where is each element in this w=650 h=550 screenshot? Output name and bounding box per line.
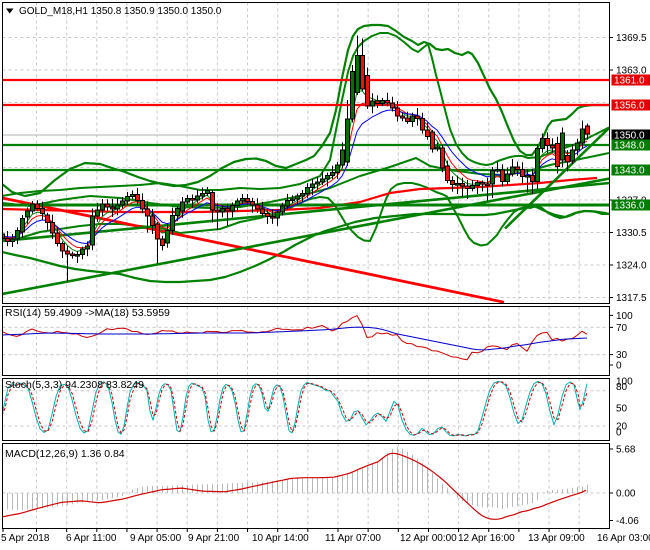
- svg-text:100: 100: [616, 311, 633, 322]
- svg-text:MACD(12,26,9) 1.36 0.84: MACD(12,26,9) 1.36 0.84: [5, 448, 125, 460]
- svg-text:1330.5: 1330.5: [616, 228, 647, 239]
- svg-text:Stoch(5,3,3) 94.2308 83.8249: Stoch(5,3,3) 94.2308 83.8249: [5, 379, 144, 391]
- svg-text:1356.0: 1356.0: [614, 101, 645, 112]
- svg-text:9 Apr 21:00: 9 Apr 21:00: [188, 533, 240, 544]
- svg-text:10 Apr 14:00: 10 Apr 14:00: [252, 533, 309, 544]
- svg-text:12 Apr 16:00: 12 Apr 16:00: [458, 533, 515, 544]
- svg-text:20: 20: [616, 422, 628, 433]
- svg-text:80: 80: [616, 382, 628, 393]
- svg-text:0: 0: [616, 361, 622, 372]
- svg-text:1324.0: 1324.0: [616, 261, 647, 272]
- svg-text:1317.5: 1317.5: [616, 293, 647, 304]
- svg-text:11 Apr 07:00: 11 Apr 07:00: [325, 533, 381, 544]
- svg-text:1350.0: 1350.0: [614, 131, 645, 142]
- svg-text:50: 50: [616, 404, 628, 415]
- svg-text:9 Apr 05:00: 9 Apr 05:00: [130, 533, 182, 544]
- svg-text:1361.0: 1361.0: [614, 76, 645, 87]
- svg-text:1363.0: 1363.0: [616, 66, 647, 77]
- svg-text:RSI(14) 59.4909 ->MA(18) 53.5: RSI(14) 59.4909 ->MA(18) 53.5959: [5, 307, 170, 319]
- svg-text:12 Apr 00:00: 12 Apr 00:00: [400, 533, 457, 544]
- svg-text:GOLD_M18,H1 1350.8 1350.9 135: GOLD_M18,H1 1350.8 1350.9 1350.0 1350.0: [19, 6, 222, 17]
- svg-text:70: 70: [616, 323, 628, 334]
- svg-text:30: 30: [616, 350, 628, 361]
- svg-text:0.00: 0.00: [616, 489, 636, 500]
- svg-text:6 Apr 11:00: 6 Apr 11:00: [66, 533, 117, 544]
- svg-text:1348.0: 1348.0: [614, 141, 645, 152]
- svg-text:1336.0: 1336.0: [614, 201, 645, 212]
- svg-text:5.68: 5.68: [616, 445, 636, 456]
- svg-text:13 Apr 09:00: 13 Apr 09:00: [528, 533, 585, 544]
- svg-text:16 Apr 03:00: 16 Apr 03:00: [597, 533, 650, 544]
- svg-text:5 Apr 2018: 5 Apr 2018: [1, 533, 50, 544]
- svg-text:-4.06: -4.06: [616, 516, 639, 527]
- svg-text:100: 100: [616, 377, 633, 388]
- svg-text:1369.5: 1369.5: [616, 33, 647, 44]
- svg-text:1343.0: 1343.0: [614, 166, 645, 177]
- svg-text:0: 0: [616, 428, 622, 439]
